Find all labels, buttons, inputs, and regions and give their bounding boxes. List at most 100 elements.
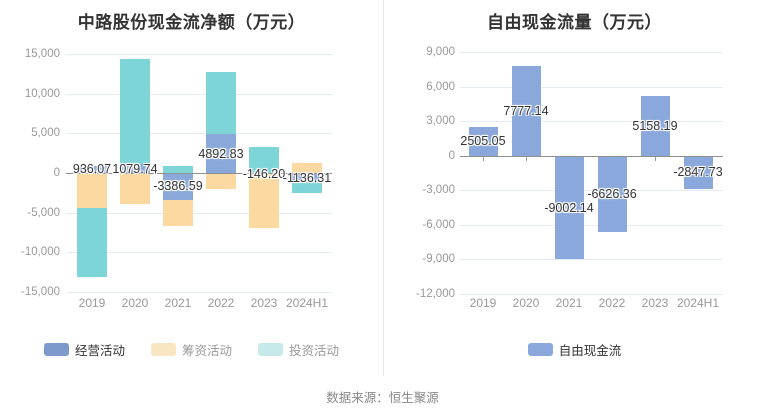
gridline <box>460 259 723 261</box>
value-label: 4892.83 <box>198 146 244 161</box>
bar-segment <box>163 166 193 173</box>
y-axis-label: -12,000 <box>415 288 455 300</box>
gridline <box>66 93 332 95</box>
x-axis-tick <box>483 156 484 161</box>
bar-segment <box>120 173 150 204</box>
bar-segment <box>249 147 279 173</box>
bar-segment <box>511 66 541 156</box>
y-axis-label: -6,000 <box>422 218 455 231</box>
y-axis-label: 15,000 <box>24 48 60 60</box>
x-axis-label: 2022 <box>207 296 235 310</box>
y-axis-label: 9,000 <box>426 46 455 58</box>
gridline <box>460 224 723 226</box>
y-axis-label: -5,000 <box>27 206 60 219</box>
value-label: 2505.05 <box>460 134 506 149</box>
gridline <box>66 54 332 55</box>
data-source-note: 数据来源：恒生聚源 <box>326 391 439 405</box>
legend-swatch-icon <box>527 343 553 356</box>
bar-segment <box>206 134 236 173</box>
bar-segment <box>163 199 193 227</box>
y-axis-label: 5,000 <box>31 127 60 140</box>
bar-segment <box>683 155 713 189</box>
bar-segment <box>120 58 150 165</box>
net-cashflow-chart-title: 中路股份现金流净额（万元） <box>77 13 306 32</box>
legend-label: 经营活动 <box>74 344 125 358</box>
bar-segment <box>120 164 150 173</box>
legend-label: 自由现金流 <box>558 344 622 358</box>
gridline <box>460 294 723 295</box>
legend-item[interactable]: 投资活动 <box>258 340 339 359</box>
gridline <box>66 212 332 214</box>
legend: 自由现金流 <box>384 340 765 359</box>
legend: 经营活动 筹资活动 投资活动 <box>0 340 383 359</box>
bar-segment <box>77 207 107 277</box>
legend-label: 筹资活动 <box>181 344 232 358</box>
x-axis-label: 2019 <box>78 296 106 310</box>
legend-item[interactable]: 筹资活动 <box>150 340 232 359</box>
legend-swatch-icon <box>258 343 283 356</box>
x-axis-tick <box>526 156 527 161</box>
x-axis-label: 2021 <box>164 296 192 310</box>
free-cashflow-chart-title: 自由现金流量（万元） <box>487 13 662 32</box>
legend-item[interactable]: 自由现金流 <box>527 340 622 359</box>
value-label: 936.07 <box>72 162 112 177</box>
gridline <box>460 52 723 53</box>
x-axis-label: 2020 <box>121 296 149 310</box>
gridline <box>460 190 723 192</box>
value-label: -3386.59 <box>153 179 203 194</box>
x-axis-label: 2024H1 <box>285 296 329 310</box>
bar-segment <box>77 173 107 208</box>
y-axis-label: -9,000 <box>422 253 455 266</box>
bar-segment <box>597 155 627 233</box>
free-cashflow-chart-card: 自由现金流量（万元） 9,000 6,000 3,000 0 -3,000 -6,000 -… <box>383 0 765 376</box>
bar-segment <box>163 173 193 200</box>
bar-segment <box>292 182 322 193</box>
value-label: -6626.36 <box>587 186 637 201</box>
value-label: -2847.73 <box>673 165 723 180</box>
value-label: -9002.14 <box>544 200 594 215</box>
y-axis-label: -15,000 <box>20 286 60 298</box>
y-axis-label: 0 <box>53 167 60 179</box>
bar-segment <box>468 126 498 156</box>
legend-swatch-icon <box>43 343 69 356</box>
gridline <box>66 252 332 254</box>
value-label: -146.20 <box>242 166 286 181</box>
bar-segment <box>206 173 236 189</box>
bar-segment <box>292 173 322 182</box>
x-axis-label: 2024H1 <box>676 296 720 310</box>
value-label: -1136.31 <box>282 170 332 185</box>
bar-segment <box>77 165 107 173</box>
x-axis-label: 2020 <box>512 296 540 310</box>
y-axis-label: 10,000 <box>24 87 60 100</box>
x-axis-label: 2022 <box>598 296 626 310</box>
gridline <box>66 133 332 135</box>
bar-segment <box>640 96 670 156</box>
legend-label: 投资活动 <box>289 344 340 358</box>
y-axis-label: 0 <box>448 149 455 162</box>
bar-segment <box>249 174 279 228</box>
net-cashflow-chart-card: 中路股份现金流净额（万元） 15,000 10,000 5,000 0 -5,000 -1… <box>0 0 383 376</box>
x-axis-tick <box>655 156 656 161</box>
y-axis-label: -3,000 <box>422 184 455 197</box>
y-axis-label: 3,000 <box>426 115 455 128</box>
x-axis-label: 2023 <box>641 296 669 310</box>
legend-swatch-icon <box>150 343 176 356</box>
zero-axis-line <box>66 173 332 174</box>
y-axis-label: 6,000 <box>426 80 455 93</box>
gridline <box>66 292 332 293</box>
value-label: 1079.74 <box>112 161 158 176</box>
gridline <box>460 86 723 88</box>
bar-segment <box>554 155 584 260</box>
gridline <box>460 121 723 123</box>
zero-axis-line <box>460 155 723 157</box>
x-axis-label: 2019 <box>469 296 497 310</box>
bar-segment <box>292 163 322 173</box>
legend-item[interactable]: 经营活动 <box>43 340 125 359</box>
value-label: 5158.19 <box>632 118 678 133</box>
x-axis-label: 2023 <box>250 296 278 310</box>
y-axis-label: -10,000 <box>20 246 60 259</box>
bar-segment <box>206 72 236 135</box>
value-label: 7777.14 <box>503 103 549 118</box>
x-axis-label: 2021 <box>555 296 583 310</box>
